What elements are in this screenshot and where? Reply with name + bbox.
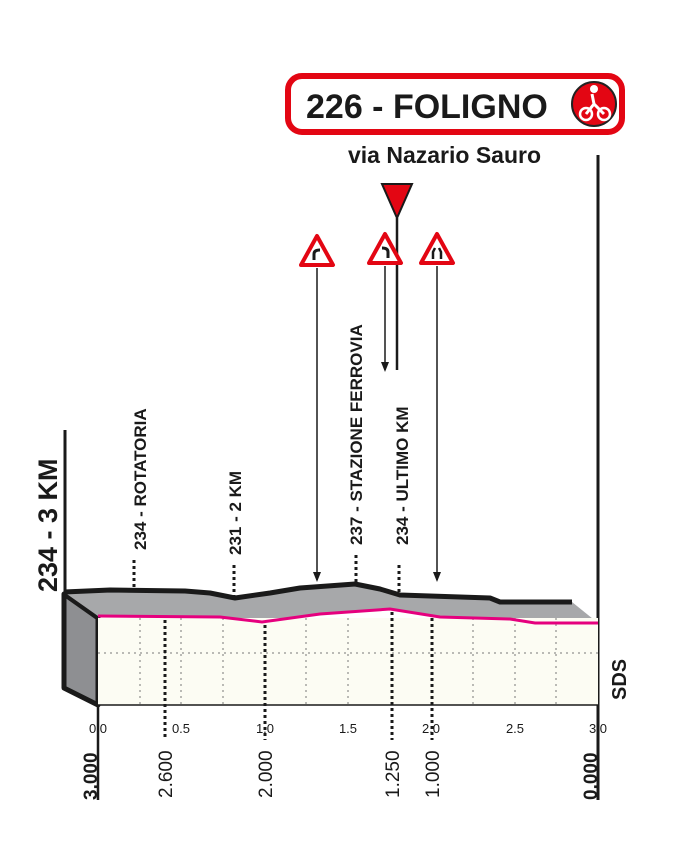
distance-to-go: 1.250 [383,750,404,798]
road-narrows-sign-icon [419,232,455,265]
last-km-marker-icon [380,183,414,221]
curve-left-sign-icon [299,234,335,267]
finish-banner: 226 - FOLIGNO [285,73,625,135]
point-label: 231 - 2 KM [226,471,245,555]
curve-right-sign-icon [367,232,403,265]
distance-to-go: 0.000 [581,752,602,800]
finish-title: 226 - FOLIGNO [306,88,548,126]
distance-to-go: 3.000 [81,752,102,800]
km-tick: 1.5 [339,721,357,736]
finish-street: via Nazario Sauro [348,142,541,168]
distance-to-go: 1.000 [423,750,444,798]
sds-logo: SDS [609,659,631,700]
km-tick: 3.0 [589,721,607,736]
km-tick: 0.5 [172,721,190,736]
point-label: 234 - ROTATORIA [131,408,150,550]
point-label: 237 - STAZIONE FERROVIA [347,324,366,545]
cyclist-finish-icon [571,81,617,127]
km-tick: 2.0 [422,721,440,736]
distance-to-go: 2.600 [156,750,177,798]
point-label: 234 - ULTIMO KM [393,406,412,545]
km-tick: 0.0 [89,721,107,736]
km-tick: 1.0 [256,721,274,736]
elevation-profile [61,581,598,708]
distance-to-go: 2.000 [256,750,277,798]
km-tick: 2.5 [506,721,524,736]
segment-label: 234 - 3 KM [33,458,63,592]
